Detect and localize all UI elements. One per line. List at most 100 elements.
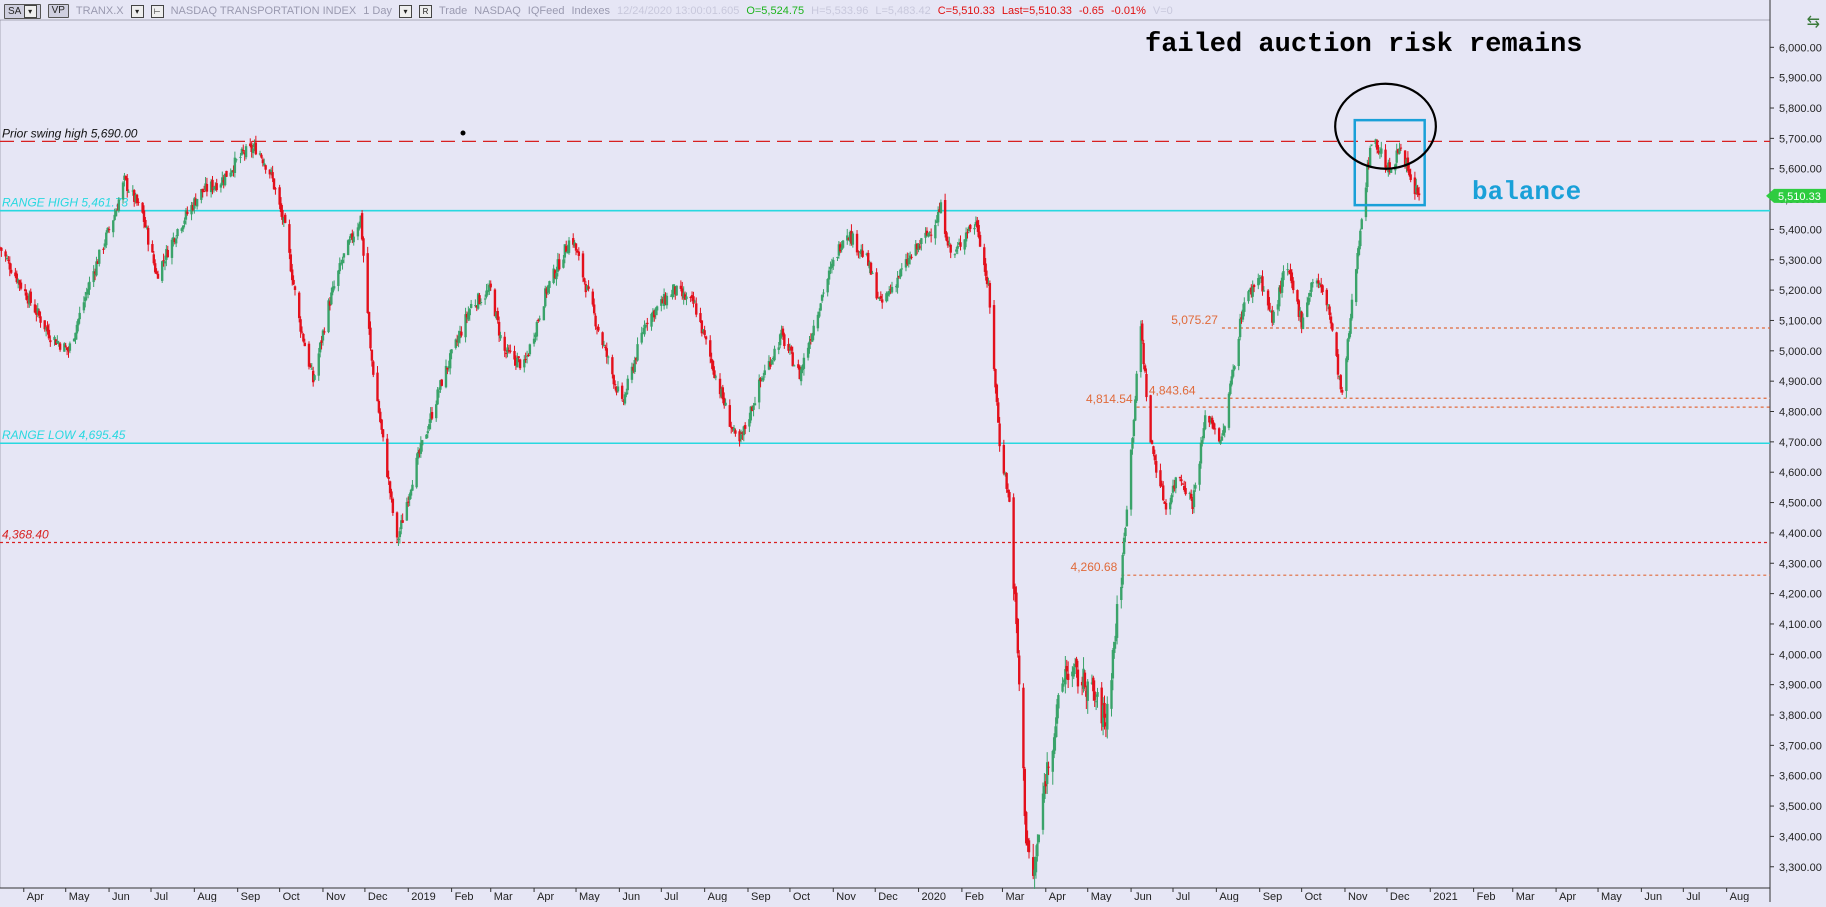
candle-body: [964, 232, 968, 242]
candle-body: [523, 359, 526, 368]
indicator-icon[interactable]: ⊢: [150, 4, 164, 18]
y-tick-label: 5,700.00: [1779, 133, 1822, 145]
candle-body: [1248, 289, 1252, 291]
candle-body: [602, 345, 606, 347]
candle-body: [85, 292, 88, 295]
candle-body: [476, 293, 480, 309]
symbol-dropdown-icon[interactable]: ▾: [130, 4, 144, 18]
x-tick-label: May: [579, 891, 600, 902]
candle-body: [121, 182, 125, 200]
candle-body: [1045, 762, 1049, 785]
candle-body: [914, 244, 917, 256]
candle-body: [967, 227, 971, 231]
candle-body: [934, 224, 937, 239]
candle-body: [1241, 309, 1245, 320]
candle-body: [133, 190, 136, 202]
candle-body: [377, 400, 381, 413]
candle-body: [242, 149, 245, 152]
candle-body: [1219, 440, 1222, 444]
candle-body: [1013, 586, 1017, 595]
candle-body: [153, 263, 157, 273]
vp-button[interactable]: VP: [47, 4, 69, 18]
candle-body: [787, 344, 790, 351]
y-tick-label: 5,300.00: [1779, 255, 1822, 267]
candle-body: [939, 202, 943, 214]
candle-body: [781, 328, 785, 336]
sa-button[interactable]: SA ▾: [4, 3, 41, 19]
candle-body: [281, 209, 284, 220]
candle-body: [1110, 680, 1113, 709]
candle-body: [405, 502, 409, 521]
candle-body: [469, 303, 473, 309]
x-tick-label: Feb: [455, 891, 474, 902]
candle-body: [8, 262, 11, 270]
candle-body: [977, 224, 980, 238]
candle-body: [812, 325, 815, 336]
candle-body: [797, 364, 800, 368]
x-tick-label: Apr: [537, 891, 554, 902]
candle-body: [683, 294, 687, 300]
candle-body: [291, 269, 294, 281]
candle-body: [320, 340, 323, 343]
candle-body: [1282, 271, 1285, 281]
candle-body: [183, 220, 186, 224]
candle-body: [743, 425, 747, 429]
candle-body: [650, 313, 653, 327]
candle-body: [439, 380, 442, 390]
candle-body: [309, 364, 312, 367]
r-icon[interactable]: R: [418, 4, 432, 18]
candle-body: [77, 319, 80, 326]
candle-body: [509, 350, 512, 352]
candle-body: [1025, 812, 1028, 844]
datetime-label: 12/24/2020 13:00:01.605: [616, 5, 740, 17]
x-tick-label: Mar: [1516, 891, 1535, 902]
candle-body: [317, 353, 320, 376]
candle-body: [827, 270, 831, 280]
close-value: C=5,510.33: [937, 5, 995, 17]
candle-body: [221, 177, 224, 185]
candle-body: [93, 271, 97, 274]
interval-dropdown-icon[interactable]: ▾: [398, 4, 412, 18]
candle-body: [953, 254, 957, 256]
candle-body: [978, 234, 982, 247]
candle-body: [134, 195, 137, 202]
settings-arrows-icon[interactable]: ⇆: [1806, 14, 1820, 31]
trade-label[interactable]: Trade: [438, 5, 468, 17]
x-tick-label: Oct: [793, 891, 810, 902]
candle-body: [790, 346, 793, 351]
candle-body: [395, 512, 399, 538]
candle-body: [327, 300, 330, 333]
candle-body: [1357, 246, 1361, 256]
candle-body: [264, 165, 267, 170]
candle-body: [23, 289, 27, 292]
candle-body: [1395, 150, 1398, 163]
candle-body: [802, 357, 806, 369]
candle-body: [215, 183, 218, 191]
candle-body: [1250, 287, 1253, 295]
candle-body: [479, 301, 483, 303]
candle-body: [771, 357, 775, 359]
candle-body: [920, 238, 923, 244]
candle-body: [994, 368, 997, 388]
candle-body: [278, 187, 281, 205]
candle-body: [321, 330, 325, 341]
candle-body: [26, 300, 30, 304]
candle-body: [1100, 687, 1103, 724]
candle-body: [397, 538, 400, 541]
x-tick-label: 2020: [922, 891, 946, 902]
candle-body: [1338, 375, 1341, 378]
candle-body: [486, 290, 490, 293]
candle-body: [1004, 473, 1007, 475]
candle-body: [661, 299, 664, 304]
candle-body: [428, 424, 431, 430]
candle-body: [584, 284, 588, 293]
candle-body: [1210, 417, 1214, 424]
candle-body: [777, 347, 780, 350]
plot-frame: [0, 19, 1771, 889]
candle-body: [292, 279, 295, 285]
symbol-label[interactable]: TRANX.X: [75, 5, 124, 17]
candle-body: [917, 243, 920, 250]
interval-label[interactable]: 1 Day: [363, 5, 392, 17]
